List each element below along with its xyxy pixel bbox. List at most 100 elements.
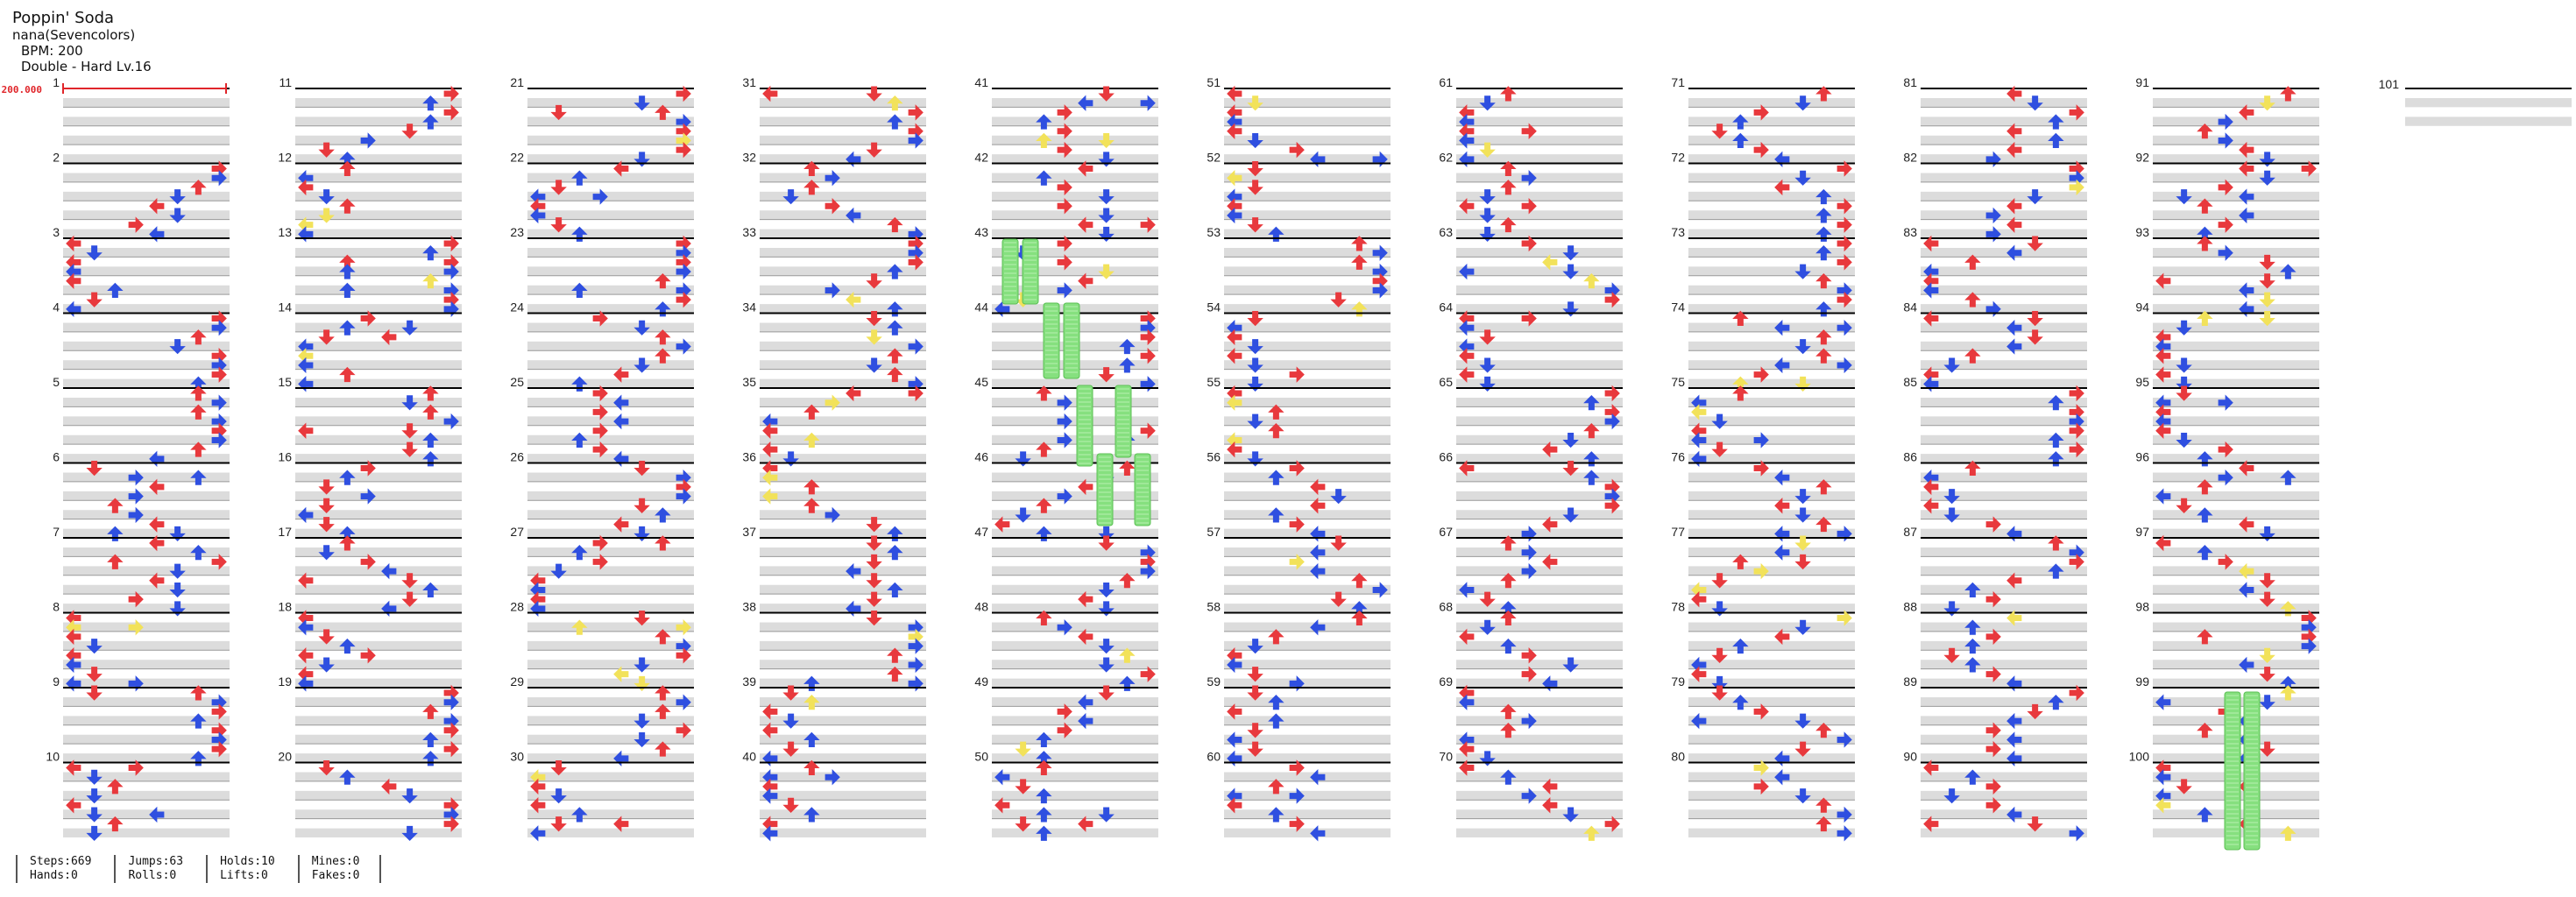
beat-stripe [1921,398,2087,407]
step-arrow-u [1351,254,1368,270]
beat-stripe [1224,472,1391,482]
step-arrow-l [1078,694,1093,710]
step-arrow-d [1247,413,1263,429]
step-arrow-r [1753,460,1769,477]
step-arrow-l [1923,478,1939,496]
step-arrow-d [1330,535,1347,551]
step-arrow-r [1521,562,1537,580]
step-arrow-r [1521,235,1537,252]
beat-stripe [1688,229,1855,238]
step-arrow-l [2155,366,2171,383]
beat-stripe [527,547,694,557]
step-arrow-u [887,264,903,279]
beat-stripe [2153,434,2319,445]
step-arrow-d [1479,208,1496,223]
step-arrow-r [128,590,144,608]
step-arrow-l [1310,562,1326,580]
step-arrow-l [1774,469,1790,486]
step-arrow-u [1036,132,1052,148]
measure-number: 82 [1903,151,1917,165]
hold-body [1063,302,1080,379]
step-arrow-r [1753,562,1769,580]
step-arrow-l [2155,488,2171,505]
step-arrow-u [1119,675,1136,691]
step-arrow-d [1247,667,1263,682]
beat-stripe [527,622,694,632]
beat-stripe [1456,772,1623,781]
beat-stripe [2153,678,2319,688]
stat-label: Steps [30,855,65,868]
beat-stripe [295,772,462,781]
beat-stripe [1921,248,2087,258]
step-arrow-u [803,807,820,823]
step-arrow-d [86,769,103,785]
beat-stripe [2153,285,2319,295]
measure-number: 48 [974,600,988,614]
step-arrow-u [2280,601,2296,617]
step-arrow-u [887,95,903,111]
measure-number: 79 [1671,675,1685,689]
beat-stripe [1456,304,1623,314]
step-arrow-u [1351,610,1368,625]
step-arrow-l [1691,432,1707,448]
beat-stripe [760,360,926,370]
beat-stripe [295,416,462,426]
beat-stripe [760,491,926,501]
beat-stripe [1688,809,1855,819]
step-arrow-l [2006,731,2022,748]
beat-stripe [527,173,694,182]
beat-stripe [760,154,926,164]
step-arrow-r [211,394,227,411]
step-arrow-u [887,366,903,383]
beat-stripe [1688,772,1855,781]
step-arrow-d [1479,591,1496,607]
beat-stripe [1224,434,1391,445]
beat-stripe [1456,248,1623,258]
step-arrow-r [676,488,691,505]
beat-stripe [63,191,230,201]
beat-stripe [295,716,462,725]
step-arrow-r [592,385,608,402]
step-arrow-d [86,807,103,823]
measure-number: 42 [974,151,988,165]
step-arrow-l [2155,797,2171,814]
step-arrow-d [169,582,186,598]
step-arrow-r [1057,254,1072,271]
step-arrow-r [1836,319,1852,336]
step-arrow-u [2197,479,2213,495]
beat-stripe [1688,341,1855,351]
step-arrow-u [1268,694,1284,710]
step-arrow-l [1078,216,1093,233]
measure-number: 55 [1207,375,1221,389]
beat-stripe [2153,173,2319,182]
beat-stripe [2153,191,2319,201]
beat-stripe [1921,117,2087,126]
step-arrow-l [1227,85,1242,102]
beat-stripe [2153,584,2319,595]
step-arrow-u [190,685,207,701]
beat-stripe [63,304,230,314]
step-arrow-d [866,86,882,102]
beat-stripe [992,622,1158,632]
measure-number: 34 [742,300,756,314]
step-arrow-r [2218,469,2233,486]
step-arrow-d [401,573,418,589]
beat-stripe [992,697,1158,707]
step-arrow-l [1459,198,1475,215]
step-arrow-d [633,611,650,626]
step-arrow-d [2259,254,2275,271]
step-arrow-l [1923,759,1939,776]
beat-stripe [760,378,926,388]
step-arrow-u [422,114,439,130]
step-arrow-d [1711,413,1728,429]
step-arrow-r [1836,806,1852,823]
beat-stripe [1921,173,2087,182]
measure-number: 78 [1671,600,1685,614]
step-arrow-l [149,478,165,496]
step-arrow-u [2048,432,2064,448]
beat-stripe [1224,304,1391,314]
step-arrow-d [866,311,882,327]
step-arrow-u [2197,124,2213,139]
step-arrow-r [1836,254,1852,271]
step-arrow-l [1078,628,1093,646]
